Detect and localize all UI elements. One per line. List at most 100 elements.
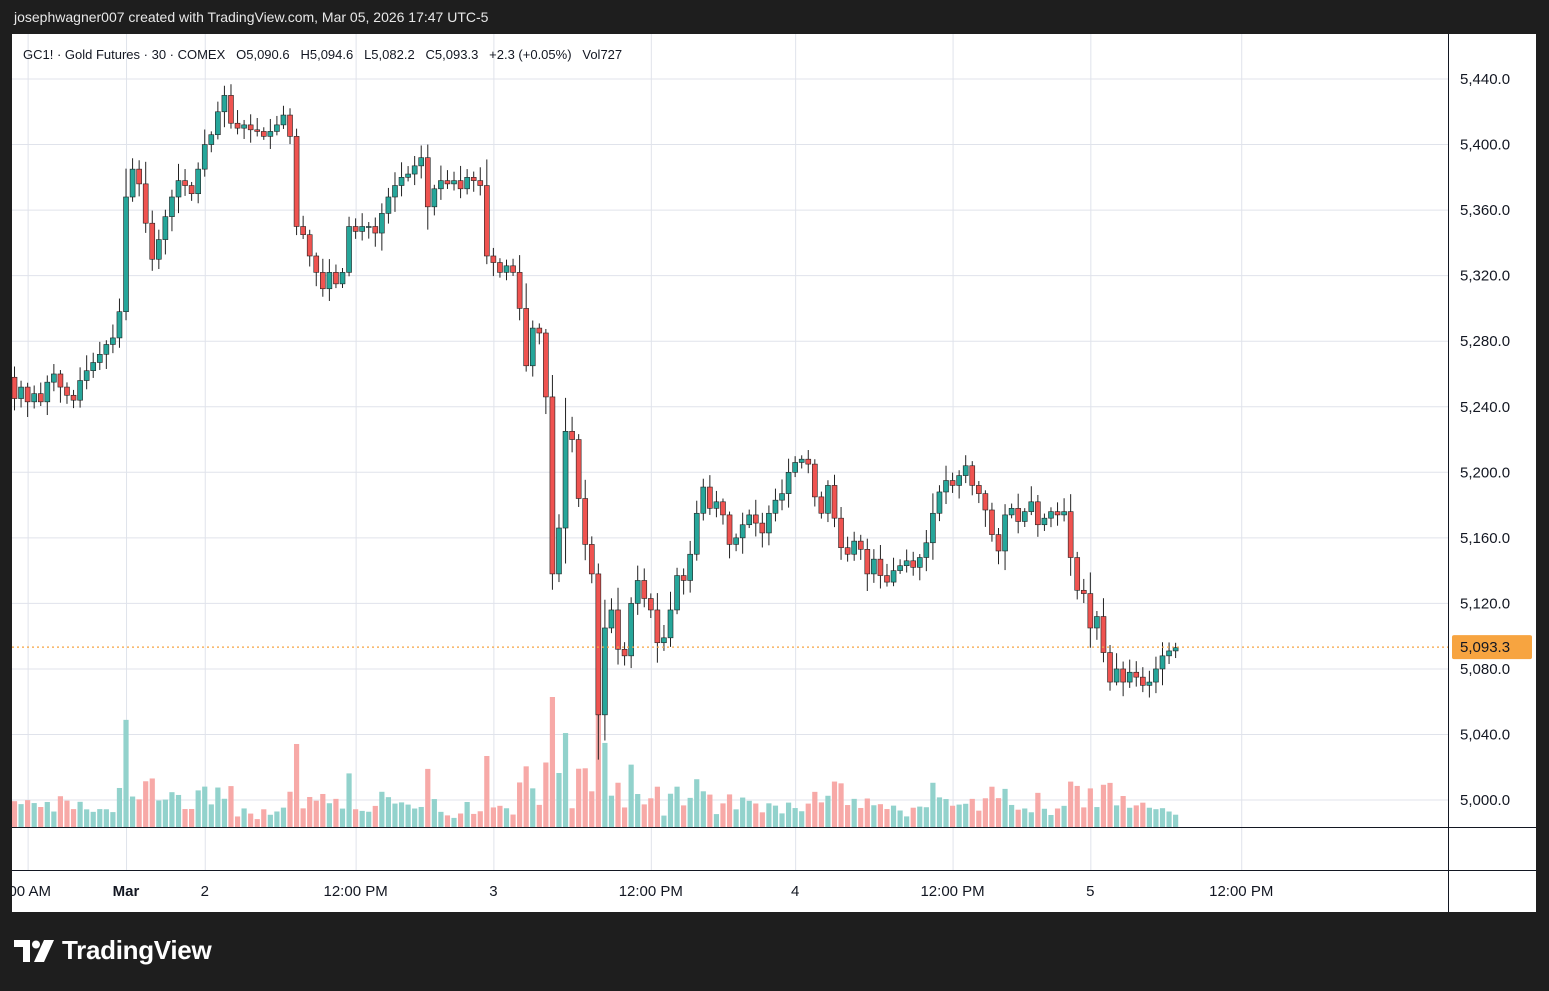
candle-up [766, 512, 772, 534]
legend-high: H5,094.6 [300, 47, 354, 62]
time-tick-label: 4 [791, 883, 799, 900]
candle-up [77, 380, 83, 401]
volume-bar [25, 800, 31, 827]
candle-up [1021, 511, 1028, 522]
volume-bar [615, 782, 621, 827]
volume-bar [1113, 805, 1120, 827]
candle-down [300, 226, 306, 235]
volume-bar [169, 792, 175, 827]
candlestick-chart[interactable]: 5,440.0 5,400.0 5,360.0 5,320.0 5,280.0 5,240… [12, 34, 1536, 912]
volume-bar [549, 697, 556, 827]
volume-bar [674, 786, 680, 827]
candle-down [352, 226, 359, 232]
volume-bar [451, 817, 457, 827]
candle-up [31, 393, 37, 403]
price-tick-label: 5,000.0 [1460, 792, 1510, 809]
volume-bar [431, 799, 437, 827]
symbol-legend: GC1! · Gold Futures · 30 · COMEX O5,090.… [23, 47, 622, 62]
candle-down [497, 262, 503, 273]
candle-down [752, 514, 759, 524]
candle-up [405, 173, 411, 178]
time-tick-label: 2 [201, 883, 209, 900]
candle-down [726, 514, 733, 545]
volume-bar [884, 809, 890, 827]
candle-up [923, 542, 930, 558]
candle-up [1113, 668, 1120, 683]
volume-bar [1041, 808, 1048, 827]
volume-bar [339, 808, 346, 827]
candle-up [418, 157, 425, 167]
candle-up [556, 527, 562, 575]
chart-frame[interactable]: 5,440.0 5,400.0 5,360.0 5,320.0 5,280.0 5,240… [12, 34, 1536, 912]
candle-up [1002, 514, 1008, 552]
candle-up [241, 124, 247, 129]
candle-down [588, 544, 595, 575]
candle-down [1074, 557, 1081, 591]
volume-bar [471, 813, 477, 827]
candle-down [1080, 589, 1087, 594]
volume-bar [221, 798, 228, 827]
volume-bar [307, 796, 313, 827]
volume-bar [1081, 807, 1087, 827]
volume-bar [38, 807, 44, 827]
volume-bar [189, 808, 195, 827]
volume-bar [871, 805, 877, 827]
volume-bar [97, 809, 103, 827]
candle-up [1126, 671, 1133, 683]
volume-bar [956, 804, 962, 827]
volume-bar [215, 787, 221, 827]
candle-up [398, 177, 405, 186]
volume-bar [785, 802, 792, 827]
candle-up [1159, 655, 1166, 670]
volume-bar [818, 802, 824, 827]
volume-bar [261, 809, 267, 827]
volume-bar [976, 810, 982, 827]
candle-down [516, 272, 523, 309]
volume-bar [116, 787, 123, 827]
candle-down [812, 463, 818, 498]
volume-bar [805, 803, 811, 827]
candle-up [339, 272, 346, 285]
tradingview-brand[interactable]: TradingView [14, 935, 212, 966]
candle-down [641, 580, 648, 599]
volume-bar [274, 811, 280, 827]
volume-bar [1061, 805, 1067, 827]
candle-down [470, 177, 477, 181]
volume-bar [569, 808, 575, 827]
volume-bar [772, 805, 779, 827]
volume-bar [707, 794, 713, 827]
candle-up [431, 188, 438, 208]
candle-up [90, 362, 97, 371]
candle-up [451, 180, 457, 185]
volume-bar [556, 773, 562, 827]
volume-bar [779, 813, 785, 827]
volume-bar [877, 804, 884, 827]
volume-bar [517, 782, 523, 827]
price-tick-label: 5,120.0 [1460, 595, 1510, 612]
volume-bar [700, 791, 706, 827]
price-tick-label: 5,320.0 [1460, 268, 1510, 285]
candle-up [798, 458, 805, 463]
header-credit: josephwagner007 created with TradingView… [14, 9, 489, 25]
volume-bar [254, 819, 260, 827]
volume-bar [359, 810, 365, 827]
volume-bar [464, 801, 470, 827]
candle-down [1100, 616, 1107, 653]
volume-bar [812, 791, 818, 827]
volume-bar [1028, 812, 1034, 827]
volume-bar [930, 782, 936, 827]
candle-down [654, 609, 661, 644]
volume-bar [1120, 796, 1126, 827]
volume-bar [300, 808, 306, 827]
time-tick-label: :00 AM [12, 883, 51, 900]
volume-bar [1146, 807, 1152, 827]
candle-up [411, 165, 418, 175]
volume-bar [64, 800, 70, 827]
price-tick-label: 5,200.0 [1460, 464, 1510, 481]
candle-down [136, 168, 142, 185]
candle-down [976, 485, 982, 494]
volume-bar [602, 742, 608, 827]
volume-bar [326, 803, 332, 827]
candle-down [1087, 593, 1094, 629]
candle-down [70, 394, 77, 401]
